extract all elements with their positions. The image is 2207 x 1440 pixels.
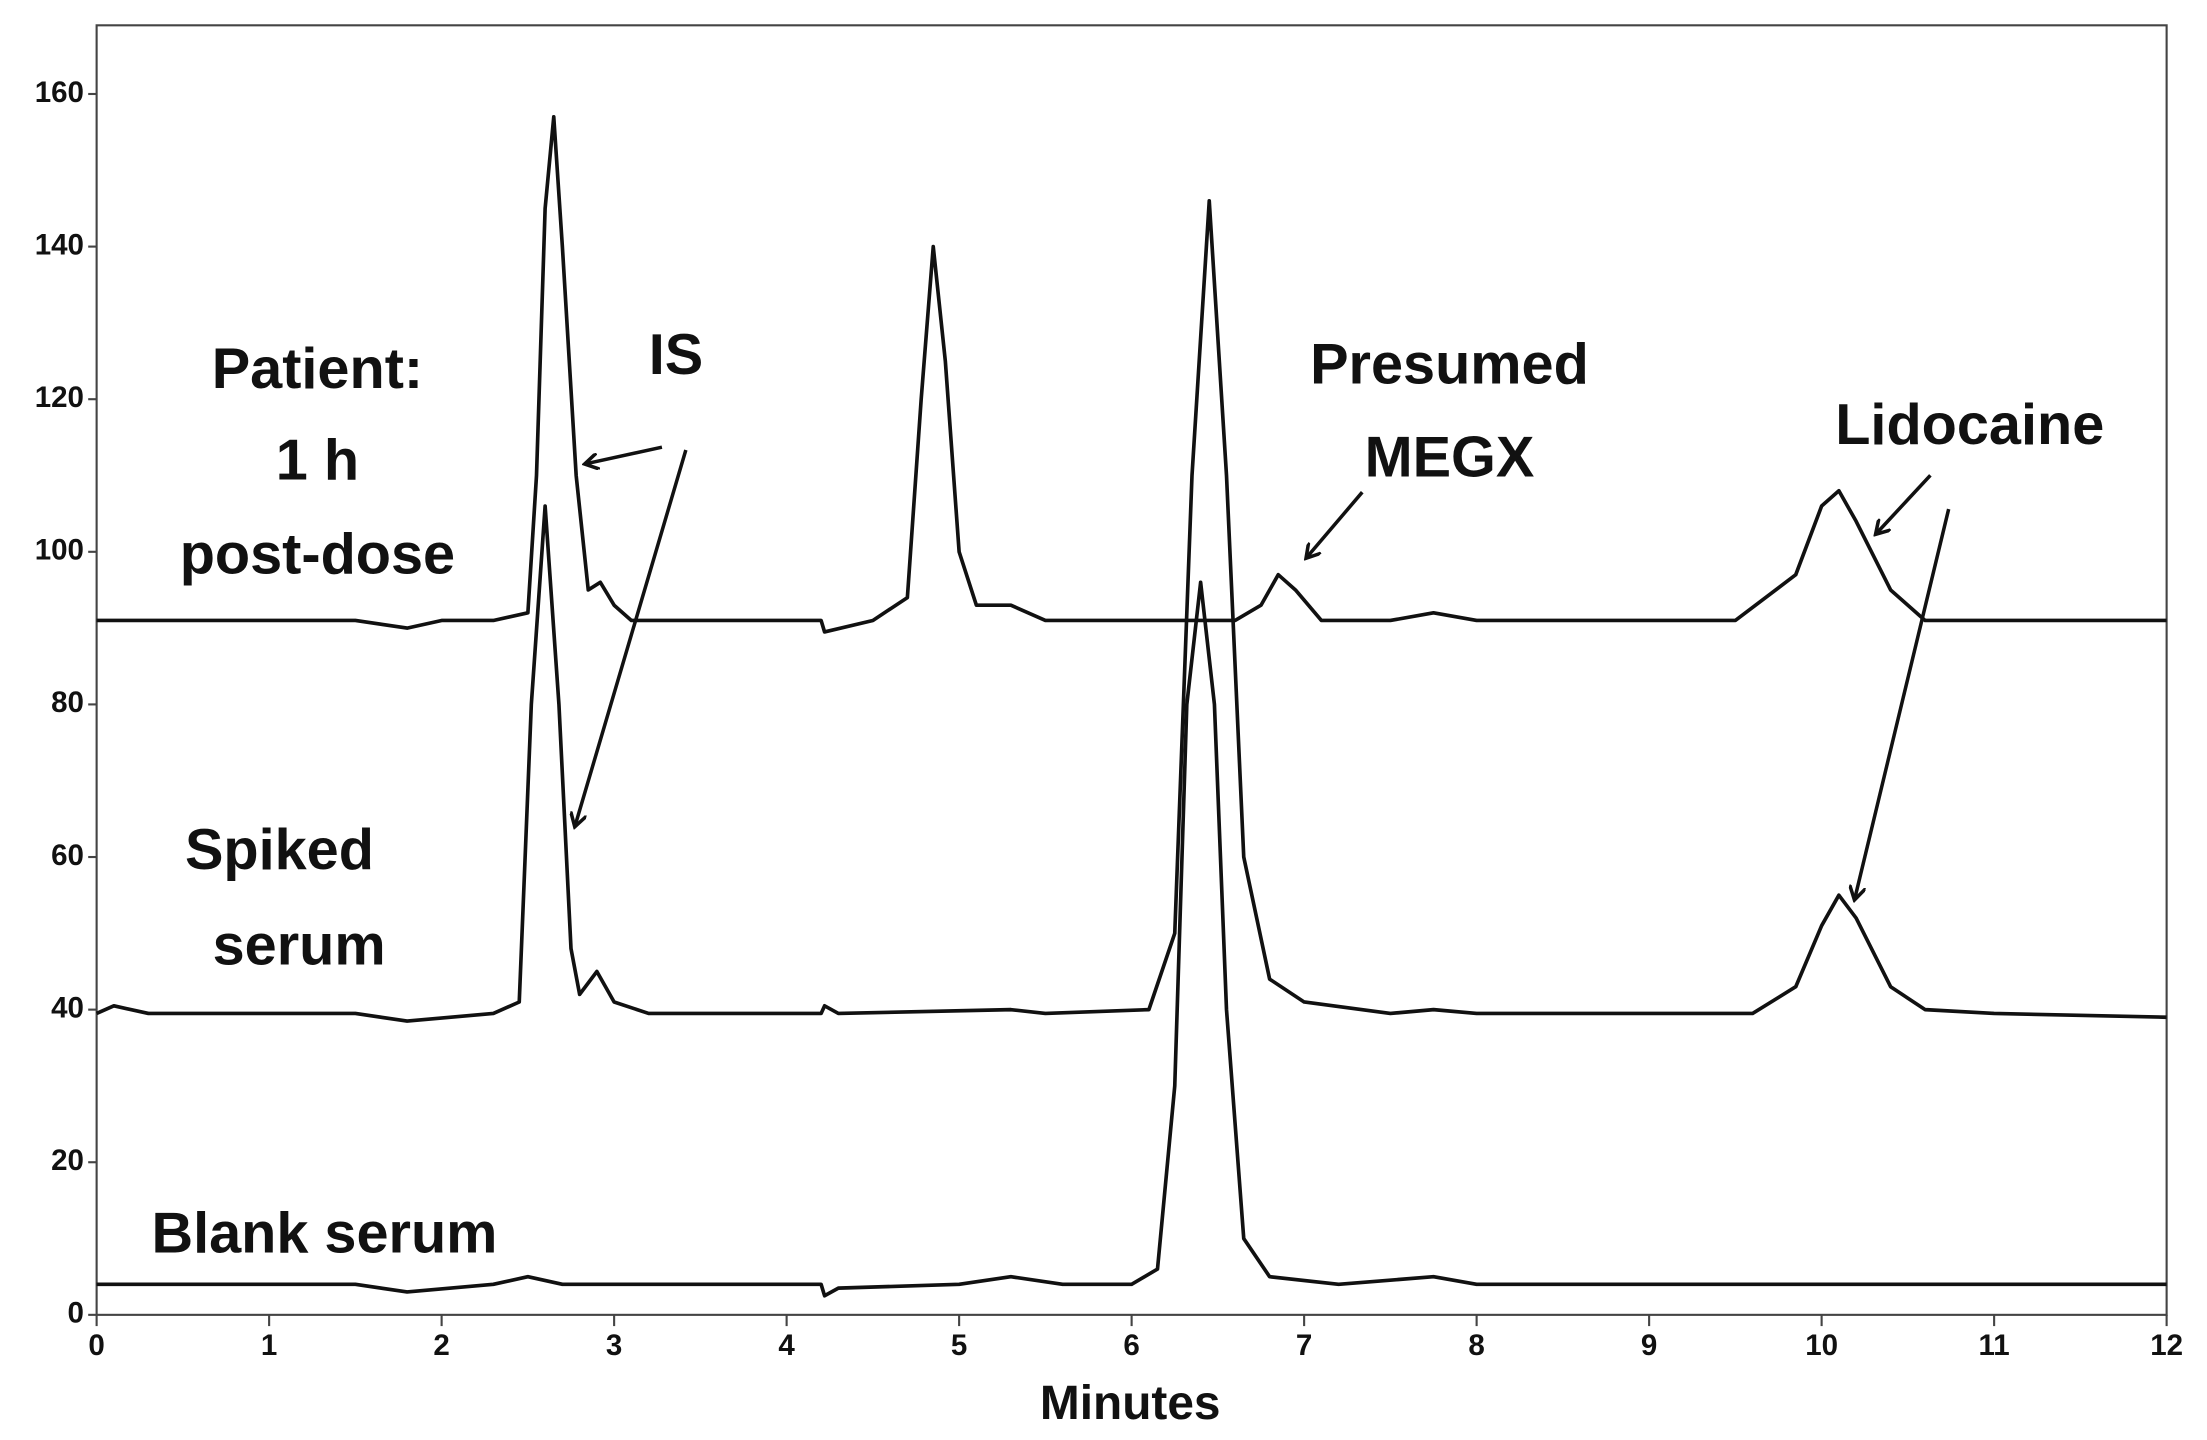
x-tick-label: 1 (261, 1329, 277, 1362)
y-tick-label: 120 (35, 381, 84, 414)
annotation: Patient: (212, 337, 423, 401)
y-tick-label: 160 (35, 76, 84, 109)
x-axis-title: Minutes (1040, 1377, 1221, 1430)
annotation: IS (649, 323, 703, 387)
annotation-arrow (575, 449, 688, 827)
x-tick-label: 4 (778, 1329, 795, 1362)
trace-line (96, 580, 2167, 1298)
x-tick-label: 5 (951, 1329, 967, 1362)
x-tick-label: 9 (1641, 1329, 1657, 1362)
annotation: serum (213, 913, 386, 977)
trace-line (95, 198, 2167, 1023)
annotation-arrow (1876, 474, 1932, 534)
x-tick-label: 10 (1805, 1329, 1838, 1362)
annotation-arrow (1306, 491, 1364, 558)
x-tick-label: 7 (1296, 1329, 1312, 1362)
annotation: Spiked (185, 818, 374, 882)
plot-frame (95, 24, 2168, 1316)
y-tick-label: 20 (51, 1144, 84, 1177)
x-tick-label: 3 (606, 1329, 622, 1362)
annotation: MEGX (1365, 425, 1535, 489)
x-tick-label: 8 (1468, 1329, 1484, 1362)
annotation-arrow (585, 445, 663, 464)
y-tick-label: 140 (35, 228, 84, 261)
y-tick-label: 80 (51, 686, 84, 719)
annotation: 1 h (276, 428, 359, 492)
x-tick-label: 11 (1979, 1329, 2010, 1362)
trace-line (96, 115, 2167, 634)
x-tick-label: 0 (88, 1329, 104, 1362)
y-tick-label: 0 (68, 1297, 84, 1330)
annotation: post-dose (180, 523, 455, 587)
annotation: Lidocaine (1835, 393, 2104, 457)
x-tick-label: 2 (433, 1329, 449, 1362)
annotation: Presumed (1310, 333, 1589, 397)
y-tick-label: 100 (35, 534, 84, 567)
y-tick-label: 60 (51, 839, 84, 872)
x-tick-label: 12 (2150, 1329, 2183, 1362)
x-tick-label: 6 (1123, 1329, 1139, 1362)
y-tick-label: 40 (51, 991, 84, 1024)
annotation-arrow (1854, 508, 1951, 900)
annotation: Blank serum (151, 1202, 497, 1266)
